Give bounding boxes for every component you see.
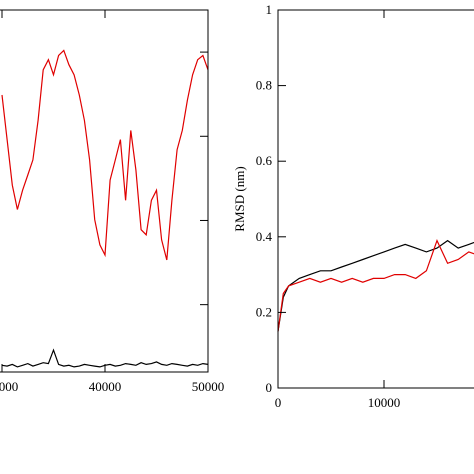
y-tick-label: 1 <box>266 2 273 17</box>
data-line <box>277 239 474 332</box>
x-tick-label: 10000 <box>368 395 401 410</box>
y-tick-label: 0.2 <box>256 304 272 319</box>
plot-frame <box>0 9 209 373</box>
y-tick-label: 0.6 <box>256 153 273 168</box>
x-tick-label: 50000 <box>192 379 225 394</box>
x-tick-label: 0 <box>275 395 282 410</box>
plot-frame <box>277 9 474 389</box>
y-tick-label: 0.4 <box>256 229 273 244</box>
data-line <box>1 49 209 261</box>
y-tick-label: 0.8 <box>256 78 272 93</box>
x-tick-label: 30000 <box>0 379 18 394</box>
y-tick-label: 0 <box>266 380 273 395</box>
y-axis-label: RMSD (nm) <box>232 166 247 231</box>
x-tick-label: 40000 <box>89 379 122 394</box>
data-line <box>277 239 474 332</box>
